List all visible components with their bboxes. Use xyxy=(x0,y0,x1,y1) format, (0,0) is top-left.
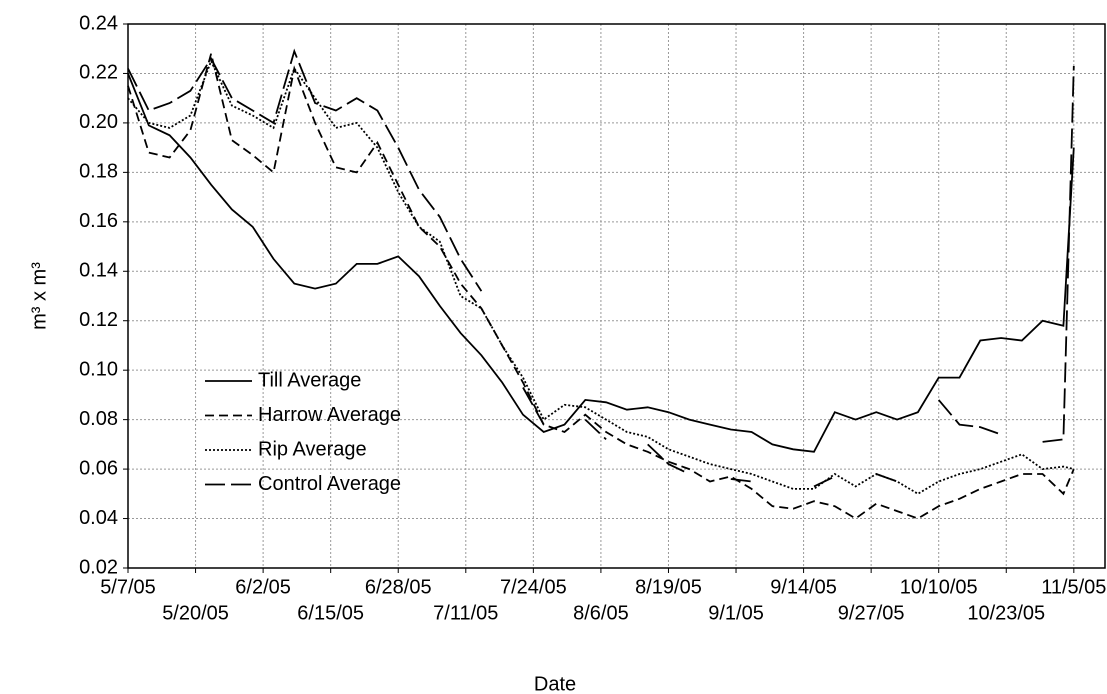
series-line xyxy=(127,73,1075,453)
y-tick-label: 0.12 xyxy=(79,309,118,331)
x-tick-label: 9/14/05 xyxy=(770,576,837,598)
y-tick-label: 0.10 xyxy=(79,358,118,380)
x-axis-label: Date xyxy=(534,673,576,694)
x-tick-label: 7/11/05 xyxy=(433,602,498,624)
x-tick-label: 10/10/05 xyxy=(900,576,978,598)
y-axis-label: m³ x m³ xyxy=(28,262,50,330)
legend-label: Control Average xyxy=(258,473,401,495)
plot-frame xyxy=(127,23,1106,569)
x-tick-label: 7/24/05 xyxy=(500,576,567,598)
x-tick-label: 9/27/05 xyxy=(838,602,905,624)
x-tick-label: 6/28/05 xyxy=(365,576,432,598)
x-tick-label: 5/7/05 xyxy=(100,576,156,598)
x-tick-label: 9/1/05 xyxy=(708,602,764,624)
x-tick-label: 8/6/05 xyxy=(573,602,629,624)
legend-label: Rip Average xyxy=(258,438,367,460)
y-tick-label: 0.02 xyxy=(79,556,118,578)
y-tick-label: 0.16 xyxy=(79,210,118,232)
y-tick-label: 0.08 xyxy=(79,408,118,430)
y-tick-label: 0.24 xyxy=(79,12,118,34)
y-tick-label: 0.20 xyxy=(79,111,118,133)
y-tick-label: 0.14 xyxy=(79,260,118,282)
legend-label: Harrow Average xyxy=(258,404,401,426)
x-tick-label: 5/20/05 xyxy=(162,602,229,624)
legend-label: Till Average xyxy=(258,369,361,391)
series-line xyxy=(127,48,1075,488)
series-line xyxy=(127,58,1075,495)
y-tick-label: 0.18 xyxy=(79,161,118,183)
y-tick-label: 0.06 xyxy=(79,457,118,479)
y-tick-label: 0.22 xyxy=(79,62,118,84)
x-tick-label: 11/5/05 xyxy=(1041,576,1106,598)
x-tick-label: 10/23/05 xyxy=(967,602,1045,624)
y-tick-label: 0.04 xyxy=(79,507,118,529)
x-tick-label: 8/19/05 xyxy=(635,576,702,598)
x-tick-label: 6/2/05 xyxy=(235,576,291,598)
x-tick-label: 6/15/05 xyxy=(297,602,364,624)
series-line xyxy=(127,53,1075,520)
